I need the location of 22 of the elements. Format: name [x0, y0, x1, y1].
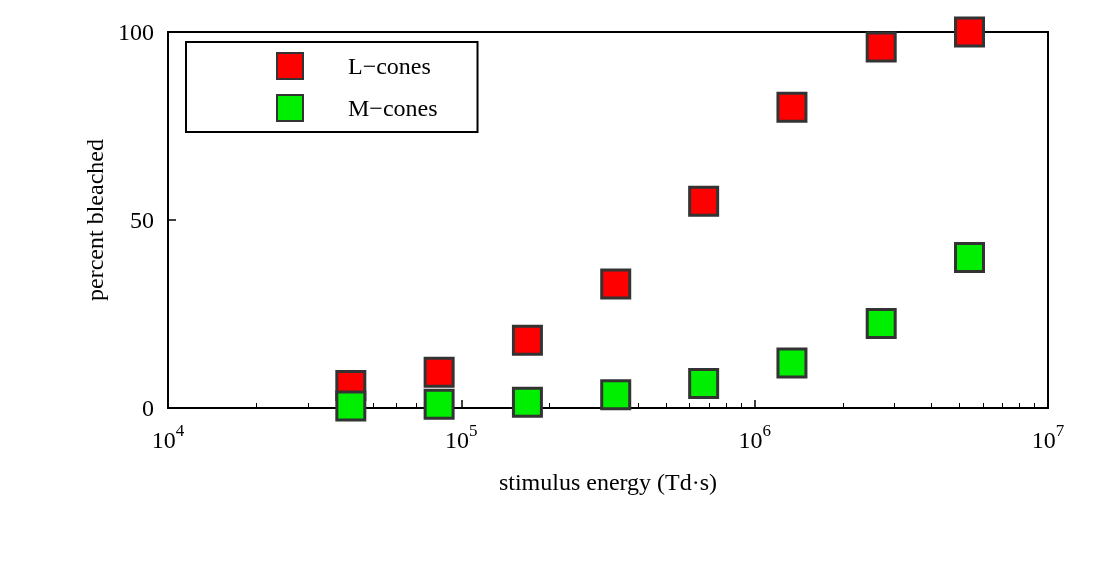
point [600, 379, 632, 411]
point [335, 390, 367, 422]
point [688, 185, 720, 217]
legend-label: L−cones [348, 53, 431, 79]
y-tick-label: 50 [130, 207, 154, 233]
point [776, 91, 808, 123]
y-tick-label: 100 [118, 19, 154, 45]
point [511, 386, 543, 418]
y-tick-label: 0 [142, 395, 154, 421]
point [600, 268, 632, 300]
y-axis-title: percent bleached [82, 139, 109, 301]
legend-label: M−cones [348, 95, 438, 121]
point [688, 368, 720, 400]
point [865, 31, 897, 63]
point [954, 16, 985, 48]
point [511, 324, 543, 356]
point [423, 388, 455, 420]
x-axis-title: stimulus energy (Td·s) [498, 469, 718, 495]
point [954, 242, 985, 274]
point [865, 307, 897, 339]
point [423, 356, 455, 388]
point [776, 347, 808, 379]
